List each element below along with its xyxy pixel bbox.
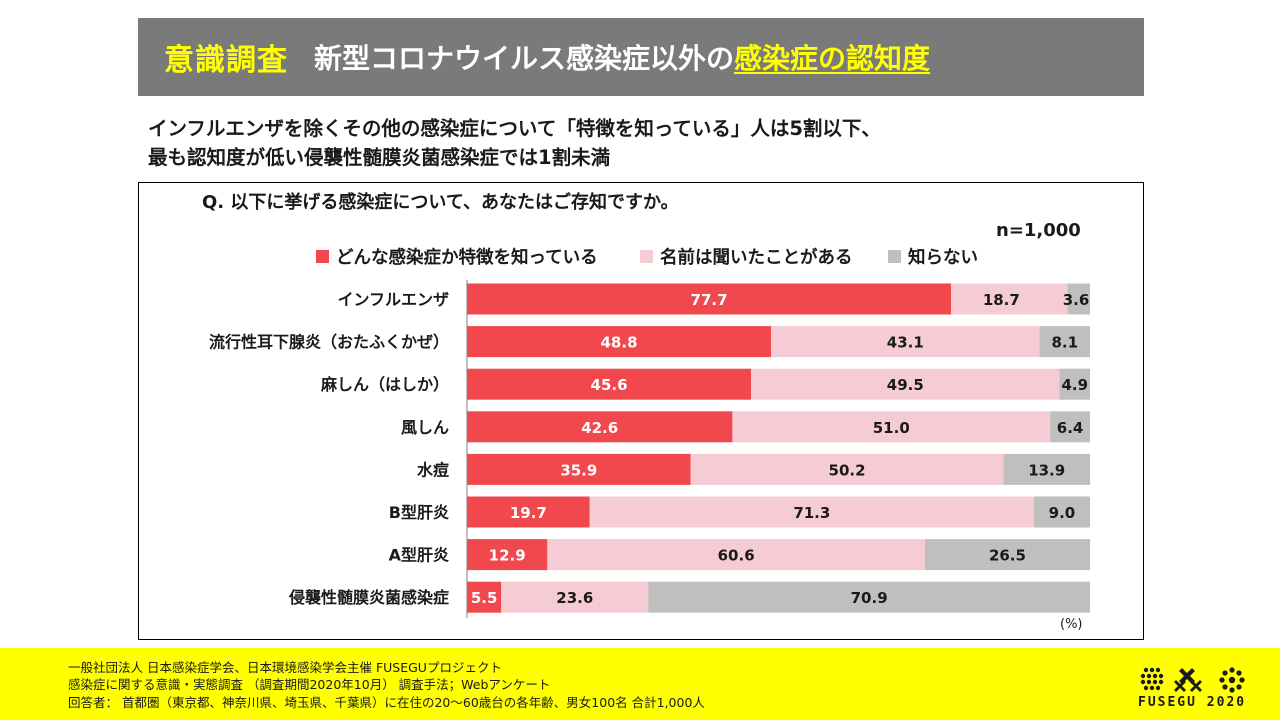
data-label-heard: 18.7 xyxy=(983,291,1020,309)
legend-swatch-heard xyxy=(640,250,653,263)
fusegu-logo-text: FUSEGU 2020 xyxy=(1138,695,1247,710)
category-label: 麻しん（はしか） xyxy=(320,375,449,394)
data-label-unknown: 13.9 xyxy=(1028,461,1065,479)
data-label-know: 5.5 xyxy=(471,589,498,607)
bar-segment-heard xyxy=(751,368,1060,400)
bar-segment-heard xyxy=(690,453,1004,485)
title-lead: 意識調査 xyxy=(164,43,288,78)
data-label-unknown: 8.1 xyxy=(1051,334,1078,352)
data-label-unknown: 70.9 xyxy=(851,589,888,607)
bar-segment-unknown xyxy=(1003,453,1090,485)
title-highlight: 感染症の認知度 xyxy=(734,42,931,75)
data-label-heard: 71.3 xyxy=(793,504,830,522)
data-label-know: 42.6 xyxy=(581,419,618,437)
bar-segment-know xyxy=(467,368,752,400)
bar-segment-unknown xyxy=(1039,326,1090,358)
footer: 一般社団法人 日本感染症学会、日本環境感染学会主催 FUSEGUプロジェクト 感… xyxy=(0,648,1280,720)
data-label-heard: 23.6 xyxy=(556,589,593,607)
legend-label-know: どんな感染症か特徴を知っている xyxy=(336,248,598,268)
fusegu-logo-icon xyxy=(1140,667,1245,693)
data-label-heard: 50.2 xyxy=(829,461,866,479)
category-label: 流行性耳下腺炎（おたふくかぜ） xyxy=(209,333,449,352)
legend-item-heard: 名前は聞いたことがある xyxy=(640,244,853,269)
source-line-1: 一般社団法人 日本感染症学会、日本環境感染学会主催 FUSEGUプロジェクト xyxy=(68,660,502,675)
bar-segment-unknown xyxy=(1067,283,1090,315)
data-label-know: 19.7 xyxy=(510,504,547,522)
data-label-know: 45.6 xyxy=(591,376,628,394)
bar-segment-unknown xyxy=(648,581,1090,613)
data-label-unknown: 4.9 xyxy=(1061,376,1088,394)
category-label: 侵襲性髄膜炎菌感染症 xyxy=(288,588,449,607)
data-label-heard: 43.1 xyxy=(887,334,924,352)
bar-segment-know xyxy=(467,581,502,613)
legend-swatch-know xyxy=(316,250,329,263)
data-label-unknown: 26.5 xyxy=(989,547,1026,565)
bar-segment-know xyxy=(467,411,733,443)
title-bar: 意識調査 新型コロナウイルス感染症以外の感染症の認知度 xyxy=(138,18,1144,96)
bar-segment-unknown xyxy=(1033,496,1090,528)
category-label: インフルエンザ xyxy=(337,290,449,309)
data-label-know: 12.9 xyxy=(489,547,526,565)
category-label: 水痘 xyxy=(417,460,449,479)
title-main-text: 新型コロナウイルス感染症以外の xyxy=(314,42,735,75)
category-label: A型肝炎 xyxy=(389,546,449,565)
legend-item-unknown: 知らない xyxy=(888,244,978,269)
data-label-heard: 49.5 xyxy=(887,376,924,394)
data-label-know: 35.9 xyxy=(560,461,597,479)
bar-segment-heard xyxy=(951,283,1068,315)
legend-swatch-unknown xyxy=(888,250,901,263)
bar-segment-heard xyxy=(589,496,1034,528)
source-line-3: 回答者： 首都圏（東京都、神奈川県、埼玉県、千葉県）に在住の20～60歳台の各年… xyxy=(68,695,705,710)
bar-segment-unknown xyxy=(924,539,1090,571)
data-label-know: 48.8 xyxy=(601,334,638,352)
bar-segment-heard xyxy=(771,326,1040,358)
bar-segment-heard xyxy=(547,539,925,571)
bar-segment-know xyxy=(467,453,691,485)
headline-line-2: 最も認知度が低い侵襲性髄膜炎菌感染症では1割未満 xyxy=(148,146,611,169)
bar-segment-heard xyxy=(732,411,1051,443)
bar-segment-heard xyxy=(501,581,649,613)
headline-line-1: インフルエンザを除くその他の感染症について「特徴を知っている」人は5割以下、 xyxy=(148,117,881,140)
data-label-know: 77.7 xyxy=(691,291,728,309)
data-label-unknown: 6.4 xyxy=(1057,419,1084,437)
survey-question: Q. 以下に挙げる感染症について、あなたはご存知ですか。 xyxy=(202,192,679,213)
category-label: B型肝炎 xyxy=(389,503,449,522)
bar-segment-know xyxy=(467,283,952,315)
sample-size: n=1,000 xyxy=(996,220,1081,241)
page-title: 新型コロナウイルス感染症以外の感染症の認知度 xyxy=(314,37,930,77)
bar-segment-know xyxy=(467,539,548,571)
data-label-heard: 51.0 xyxy=(873,419,910,437)
category-label: 風しん xyxy=(401,418,449,437)
bar-segment-know xyxy=(467,496,590,528)
bar-segment-unknown xyxy=(1059,368,1090,400)
data-label-heard: 60.6 xyxy=(718,547,755,565)
data-label-unknown: 3.6 xyxy=(1063,291,1090,309)
legend-item-know: どんな感染症か特徴を知っている xyxy=(316,244,598,269)
bar-segment-unknown xyxy=(1050,411,1090,443)
chart-frame xyxy=(138,182,1144,640)
legend-label-heard: 名前は聞いたことがある xyxy=(660,248,853,268)
bar-segment-know xyxy=(467,326,772,358)
data-label-unknown: 9.0 xyxy=(1049,504,1076,522)
legend-label-unknown: 知らない xyxy=(908,248,978,268)
source-line-2: 感染症に関する意識・実態調査 （調査期間2020年10月） 調査手法；Webアン… xyxy=(68,677,551,692)
unit-label: (%) xyxy=(1060,617,1083,632)
